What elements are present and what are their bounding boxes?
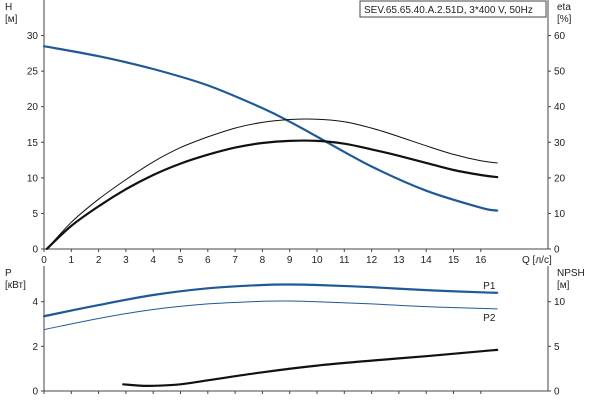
left-y-tick-label: 5 <box>32 209 38 220</box>
left-y-tick-label: 15 <box>27 138 39 149</box>
right-y-tick-label: 60 <box>554 31 566 42</box>
x-tick-label: 8 <box>260 255 266 266</box>
left-axis-unit: [кВт] <box>5 280 26 291</box>
left-y-tick-label: 30 <box>27 31 39 42</box>
x-tick-label: 10 <box>311 255 323 266</box>
left-axis-title: P <box>5 268 12 279</box>
series-label-p2: P2 <box>483 313 496 324</box>
right-y-tick-label: 20 <box>554 173 566 184</box>
x-tick-label: 3 <box>123 255 129 266</box>
x-tick-label: 9 <box>287 255 293 266</box>
x-tick-label: 1 <box>69 255 75 266</box>
right-axis-title: NPSH <box>557 268 585 279</box>
left-axis-title: H <box>5 2 12 13</box>
left-y-tick-label: 0 <box>32 245 38 256</box>
left-y-tick-label: 4 <box>32 297 38 308</box>
x-tick-label: 11 <box>339 255 350 266</box>
head-curve <box>42 45 499 212</box>
left-y-tick-label: 20 <box>27 102 39 113</box>
power-p2-curve <box>43 300 498 331</box>
x-tick-label: 12 <box>366 255 378 266</box>
chart-title-box: SEV.65.65.40.A.2.51D, 3*400 V, 50Hz <box>359 0 547 18</box>
right-y-tick-label: 40 <box>554 102 566 113</box>
x-tick-label: 0 <box>41 255 47 266</box>
left-axis-unit: [м] <box>5 14 18 25</box>
x-tick-label: 14 <box>421 255 433 266</box>
series-label-p1: P1 <box>483 281 496 292</box>
chart-title: SEV.65.65.40.A.2.51D, 3*400 V, 50Hz <box>364 5 533 16</box>
left-y-tick-label: 10 <box>27 173 39 184</box>
right-axis-unit: [м] <box>557 280 570 291</box>
x-axis-title: Q [л/с] <box>522 255 552 266</box>
x-tick-label: 13 <box>393 255 405 266</box>
right-y-tick-label: 10 <box>554 297 566 308</box>
right-axis-unit: [%] <box>557 14 572 25</box>
x-tick-label: 5 <box>178 255 184 266</box>
x-tick-label: 15 <box>448 255 460 266</box>
right-axis-title: eta <box>557 2 571 13</box>
right-y-tick-label: 30 <box>554 138 566 149</box>
left-y-tick-label: 0 <box>32 387 38 398</box>
efficiency-curve-thin <box>46 118 498 250</box>
left-y-tick-label: 25 <box>27 67 39 78</box>
right-y-tick-label: 5 <box>554 342 560 353</box>
x-tick-label: 16 <box>475 255 487 266</box>
npsh-curve <box>122 348 499 388</box>
left-y-tick-label: 2 <box>32 342 38 353</box>
x-tick-label: 7 <box>232 255 238 266</box>
power-p1-curve <box>42 283 499 318</box>
efficiency-curve-thick <box>45 139 499 251</box>
right-y-tick-label: 50 <box>554 67 566 78</box>
right-y-tick-label: 0 <box>554 245 560 256</box>
x-tick-label: 2 <box>96 255 102 266</box>
right-y-tick-label: 0 <box>554 387 560 398</box>
x-tick-label: 6 <box>205 255 211 266</box>
power-npsh-panel: 0 2 4 0 5 10 P[кВт] NPSH[м] P1 P2 <box>5 266 585 398</box>
x-tick-label: 4 <box>150 255 156 266</box>
right-y-tick-label: 10 <box>554 209 566 220</box>
